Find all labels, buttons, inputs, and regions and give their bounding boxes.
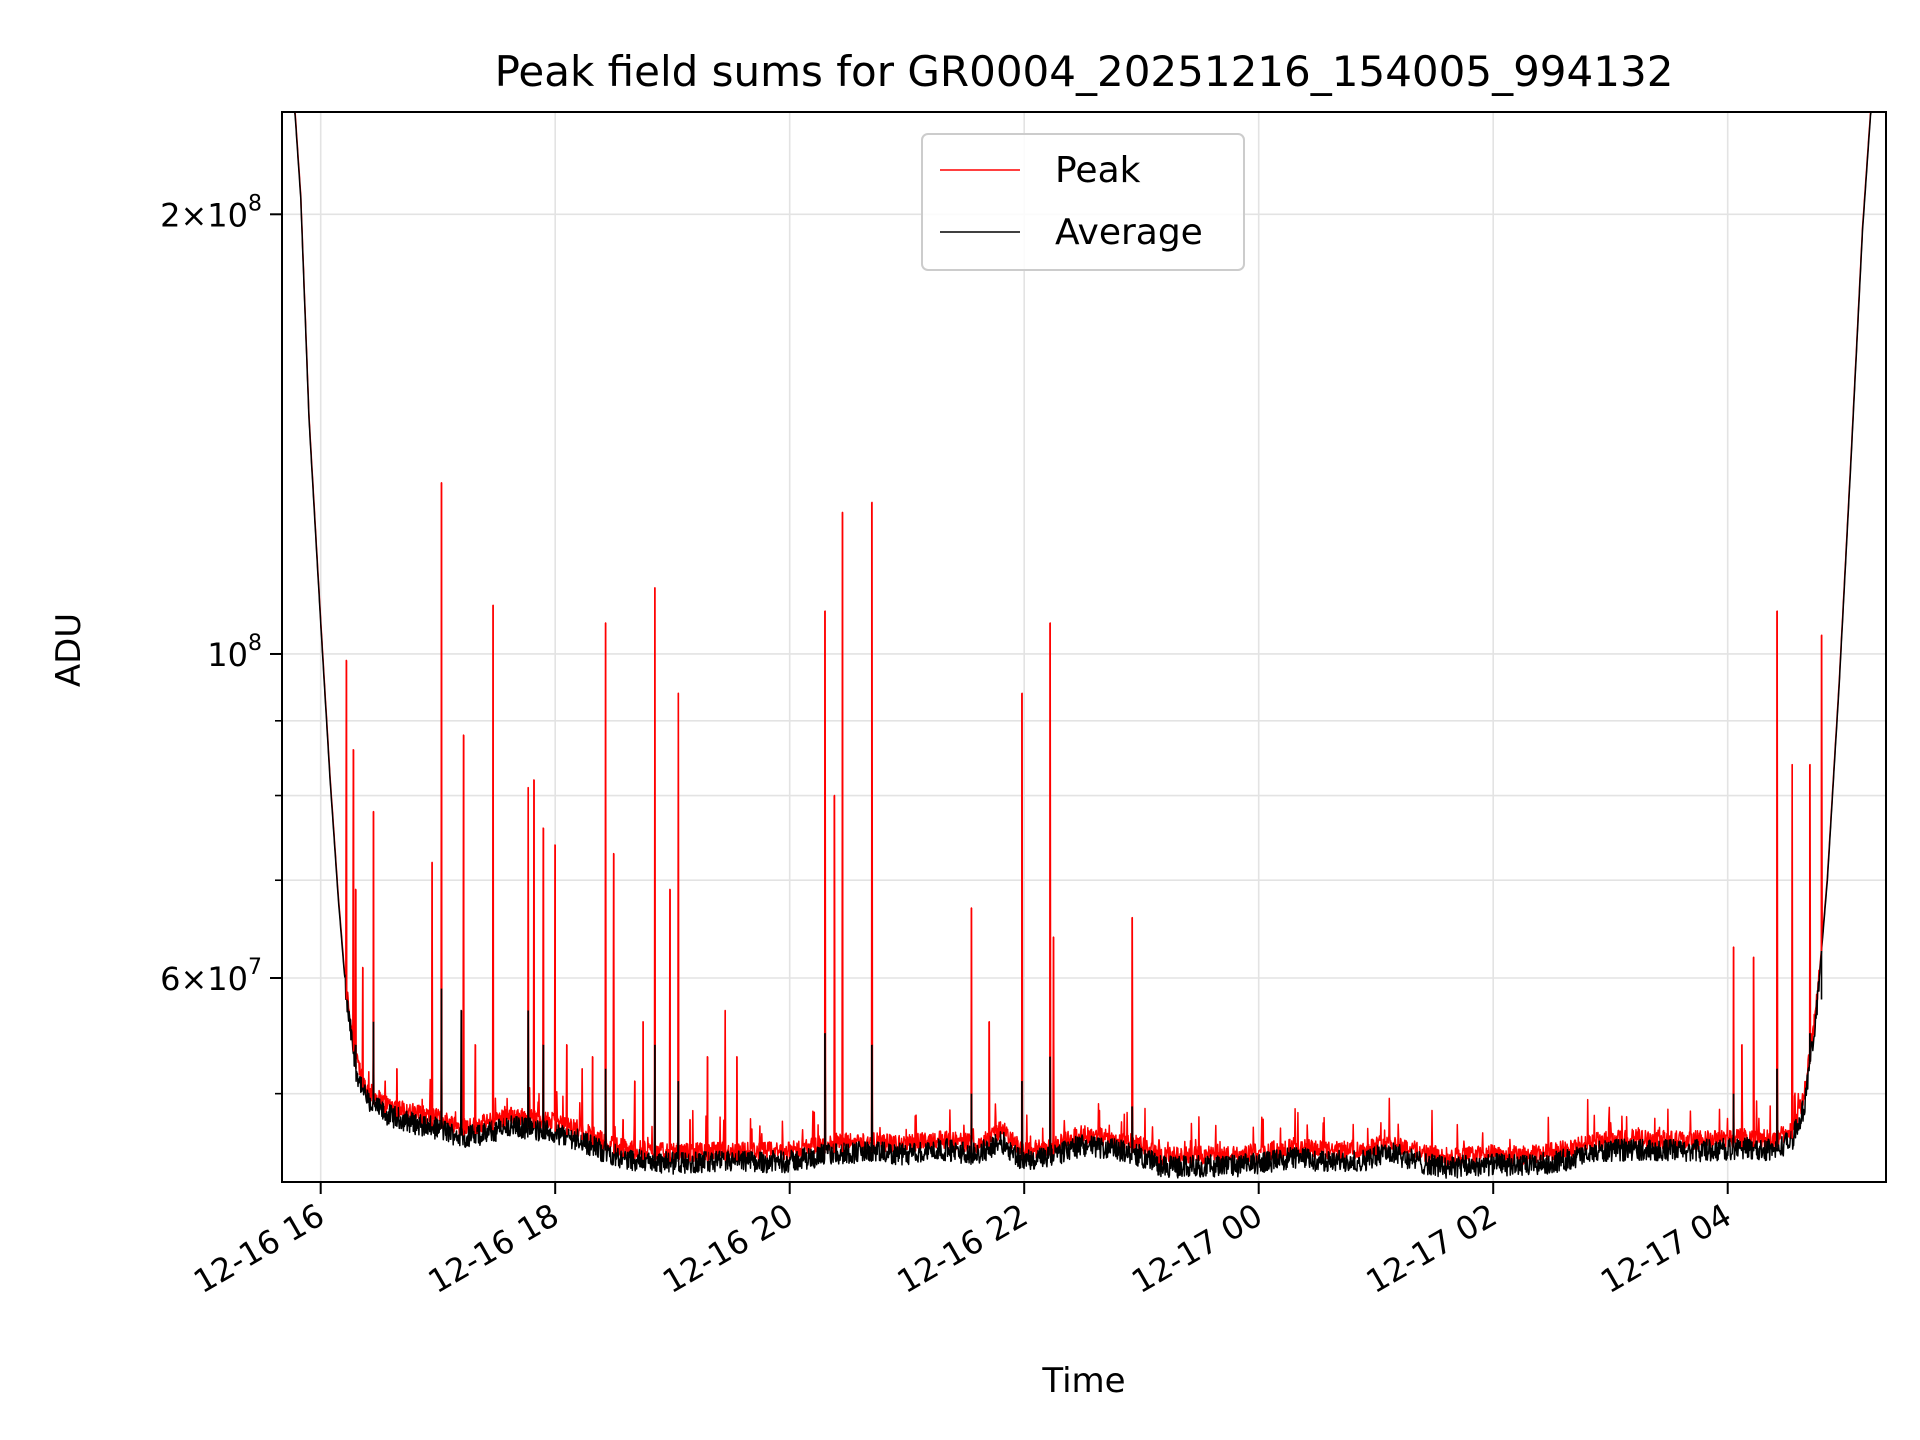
legend-box — [921, 133, 1245, 271]
y-tick-base: 10 — [207, 196, 248, 234]
average-series-line — [282, 112, 1886, 1179]
legend: Peak Average — [921, 133, 1245, 271]
grid-layer — [282, 112, 1886, 1182]
y-tick-label: 6×107 — [160, 955, 262, 998]
plot-series-group — [282, 112, 1886, 1179]
x-axis-label: Time — [1041, 1361, 1125, 1401]
y-axis-label: ADU — [49, 613, 89, 687]
legend-peak-label: Peak — [1055, 150, 1141, 191]
y-tick-label: 2×108 — [160, 191, 262, 234]
y-tick-mantissa: 6× — [160, 960, 207, 998]
y-tick-label: 108 — [207, 631, 262, 674]
y-tick-base: 10 — [207, 636, 248, 674]
y-tick-base: 10 — [207, 960, 248, 998]
y-tick-exponent: 8 — [248, 191, 262, 216]
y-tick-mantissa: 2× — [160, 196, 207, 234]
y-tick-exponent: 7 — [248, 955, 262, 980]
chart-title: Peak field sums for GR0004_20251216_1540… — [495, 47, 1674, 96]
legend-average-label: Average — [1055, 212, 1203, 253]
y-tick-exponent: 8 — [248, 631, 262, 656]
peak-series-line — [294, 112, 1872, 1167]
plot-frame — [281, 111, 1887, 1183]
plot-layer — [282, 112, 1886, 1179]
